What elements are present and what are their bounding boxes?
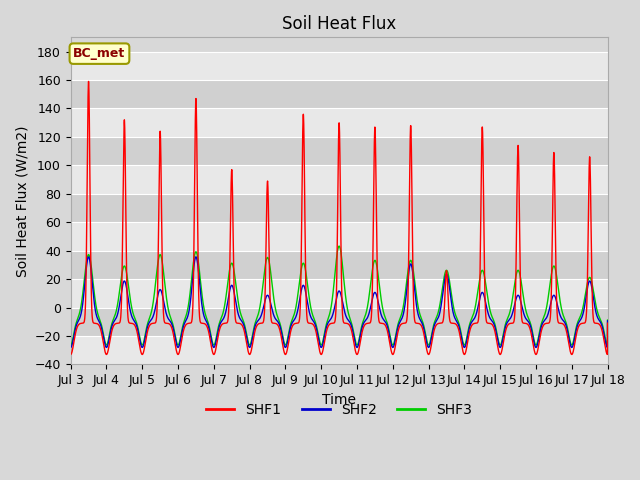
SHF1: [603, 351, 611, 357]
SHF1: [460, 350, 467, 356]
X-axis label: Time: Time: [322, 393, 356, 407]
SHF2: [163, 313, 171, 319]
SHF1: [490, 325, 498, 331]
SHF2: [568, 345, 575, 350]
Line: SHF2: SHF2: [70, 257, 607, 348]
SHF2: [84, 254, 92, 260]
SHF2: [604, 344, 611, 350]
SHF2: [67, 345, 74, 350]
Bar: [70, 80, 607, 108]
Line: SHF3: SHF3: [70, 246, 607, 345]
Bar: [70, 308, 607, 336]
SHF3: [67, 342, 74, 348]
SHF3: [430, 322, 438, 328]
SHF3: [490, 318, 498, 324]
SHF1: [604, 320, 611, 326]
Bar: [70, 194, 607, 222]
Bar: [70, 279, 607, 308]
SHF3: [532, 342, 540, 348]
SHF3: [163, 300, 171, 305]
SHF1: [163, 321, 171, 326]
SHF1: [319, 347, 327, 353]
Bar: [70, 222, 607, 251]
Line: SHF1: SHF1: [70, 82, 607, 354]
SHF3: [319, 338, 327, 344]
Title: Soil Heat Flux: Soil Heat Flux: [282, 15, 396, 33]
Bar: [70, 51, 607, 80]
Bar: [70, 251, 607, 279]
SHF3: [460, 341, 467, 347]
SHF3: [604, 342, 611, 348]
SHF2: [490, 321, 498, 326]
SHF1: [430, 329, 438, 335]
SHF1: [67, 351, 74, 357]
Bar: [70, 165, 607, 194]
SHF2: [460, 343, 467, 349]
Legend: SHF1, SHF2, SHF3: SHF1, SHF2, SHF3: [200, 398, 477, 423]
SHF1: [84, 79, 92, 84]
Bar: [70, 108, 607, 137]
Bar: [70, 336, 607, 364]
SHF2: [430, 324, 438, 330]
SHF3: [335, 243, 343, 249]
SHF2: [319, 340, 327, 346]
Y-axis label: Soil Heat Flux (W/m2): Soil Heat Flux (W/m2): [15, 125, 29, 276]
SHF3: [604, 317, 611, 323]
Text: BC_met: BC_met: [74, 47, 125, 60]
Bar: [70, 137, 607, 165]
SHF2: [604, 318, 611, 324]
